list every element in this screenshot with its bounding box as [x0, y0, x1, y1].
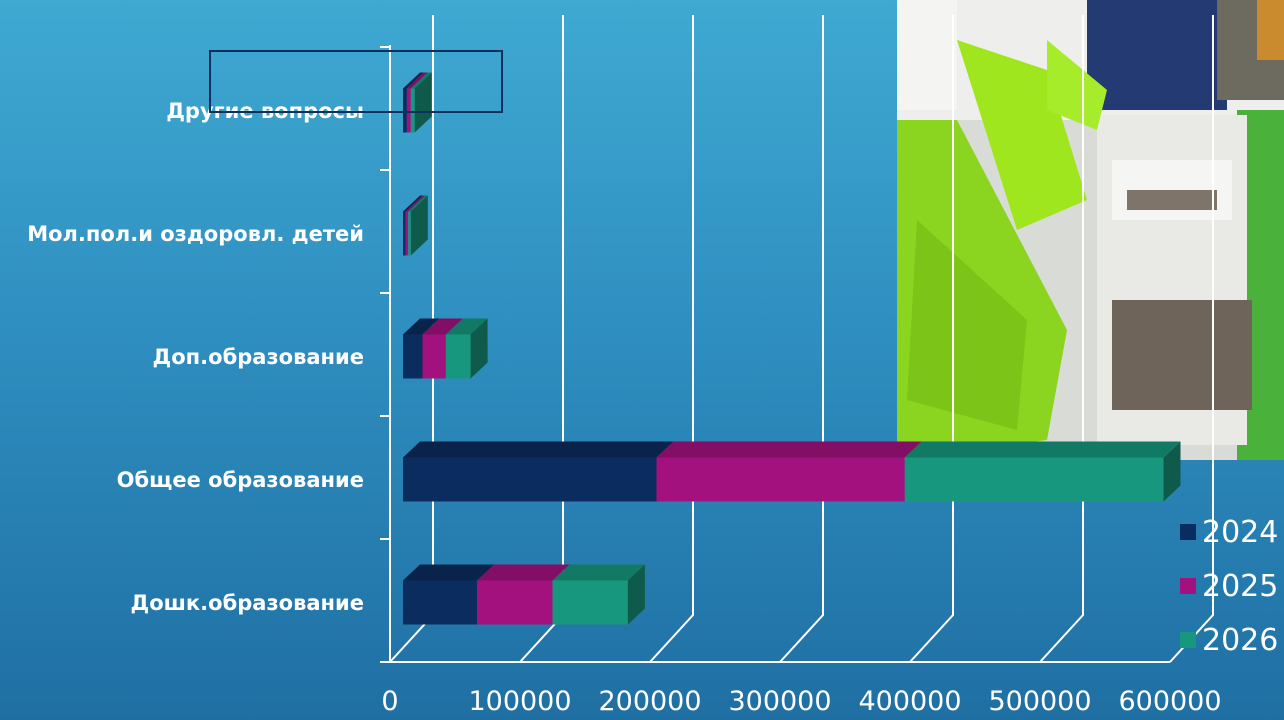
category-label: Доп.образование	[152, 344, 364, 369]
legend-swatch-2024	[1180, 524, 1196, 540]
legend-item-2024: 2024	[1180, 505, 1278, 559]
bar-2026	[552, 580, 628, 625]
x-tick-label: 0	[381, 686, 399, 717]
bar-2024	[403, 580, 478, 625]
legend-swatch-2026	[1180, 632, 1196, 648]
bar-2025	[406, 88, 411, 133]
bar-2024	[403, 88, 407, 133]
bar-top-2026	[408, 195, 428, 212]
chart-legend: 2024 2025 2026	[1180, 505, 1278, 667]
bar-side	[627, 564, 645, 625]
bar-top-2026	[445, 318, 488, 335]
decorative-photo	[897, 0, 1284, 460]
bar-2026	[410, 88, 415, 133]
bar-top-2024	[403, 195, 423, 212]
bar-2024	[403, 334, 423, 379]
bar-2025	[422, 334, 446, 379]
highlight-box	[209, 50, 503, 113]
x-tick-label: 100000	[468, 686, 572, 717]
bar-2024	[403, 211, 406, 256]
gridline	[1039, 15, 1084, 663]
bar-side	[410, 195, 428, 256]
gridline	[909, 15, 954, 663]
x-tick-label: 400000	[858, 686, 962, 717]
bar-top-2026	[904, 441, 1181, 458]
bar-top-2026	[552, 564, 645, 581]
bar-top-2025	[656, 441, 922, 458]
bar-top-2024	[403, 564, 495, 581]
legend-label-2024: 2024	[1202, 514, 1279, 550]
x-tick-label: 500000	[988, 686, 1092, 717]
bar-2025	[477, 580, 553, 625]
bar-2026	[408, 211, 411, 256]
bar-top-2025	[405, 195, 426, 212]
bar-top-2025	[406, 72, 428, 89]
bar-side	[1163, 441, 1181, 502]
bar-top-2024	[403, 318, 440, 335]
legend-swatch-2025	[1180, 578, 1196, 594]
x-tick-label: 300000	[728, 686, 832, 717]
category-label: Общее образование	[116, 467, 364, 492]
bar-2025	[405, 211, 409, 256]
bar-top-2024	[403, 72, 424, 89]
bar-2026	[445, 334, 471, 379]
category-label: Другие вопросы	[166, 98, 364, 123]
gridline	[779, 15, 824, 663]
x-tick-label: 200000	[598, 686, 702, 717]
legend-item-2025: 2025	[1180, 559, 1278, 613]
legend-item-2026: 2026	[1180, 613, 1278, 667]
category-label: Дошк.образование	[130, 590, 364, 615]
bar-top-2024	[403, 441, 674, 458]
legend-label-2026: 2026	[1202, 622, 1279, 658]
bar-side	[470, 318, 488, 379]
bar-top-2026	[410, 72, 432, 89]
bar-side	[414, 72, 432, 133]
category-label: Мол.пол.и оздоровл. детей	[27, 221, 364, 246]
gridline	[649, 15, 694, 663]
bar-top-2025	[477, 564, 570, 581]
x-tick-label: 600000	[1118, 686, 1222, 717]
bar-2025	[656, 457, 905, 502]
bar-2024	[403, 457, 657, 502]
legend-label-2025: 2025	[1202, 568, 1279, 604]
bar-top-2025	[422, 318, 463, 335]
bar-2026	[904, 457, 1164, 502]
